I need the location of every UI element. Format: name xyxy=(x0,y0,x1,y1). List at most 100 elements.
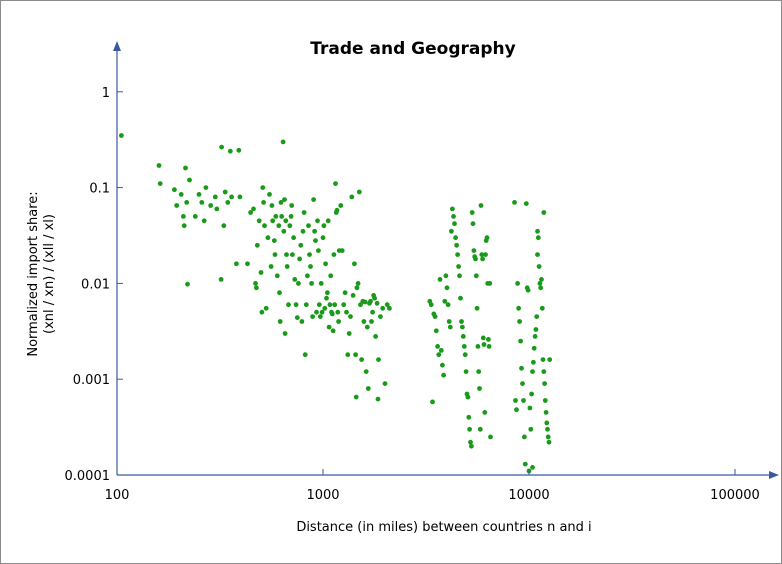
y-tick-label: 0.001 xyxy=(73,373,110,388)
data-point xyxy=(533,327,539,332)
data-point xyxy=(478,203,484,208)
data-point xyxy=(313,238,318,244)
data-point xyxy=(288,214,294,219)
data-point xyxy=(470,221,476,227)
data-point xyxy=(324,295,329,301)
data-point xyxy=(307,252,312,257)
data-point xyxy=(535,228,540,234)
data-point xyxy=(322,305,328,311)
data-point xyxy=(364,324,370,330)
y-tick-label: 0.1 xyxy=(89,182,110,197)
data-point xyxy=(428,302,434,308)
data-point xyxy=(326,324,332,330)
data-point xyxy=(214,206,220,212)
data-point xyxy=(480,335,486,341)
data-point xyxy=(438,348,444,353)
data-point xyxy=(451,214,456,219)
data-point xyxy=(282,331,288,336)
chart-title: Trade and Geography xyxy=(310,39,515,59)
data-point xyxy=(513,398,518,403)
data-point xyxy=(518,338,523,344)
data-point xyxy=(181,223,187,229)
data-point xyxy=(336,319,341,324)
data-point xyxy=(287,223,293,229)
data-point xyxy=(309,281,314,286)
data-point xyxy=(460,334,466,339)
data-point xyxy=(174,203,180,208)
data-point xyxy=(370,309,375,315)
y-ticks: 0.0001 0.001 0.01 0.1 1 xyxy=(65,86,123,484)
data-point xyxy=(342,290,348,296)
data-point xyxy=(353,352,358,358)
data-point xyxy=(471,248,477,254)
data-point xyxy=(361,319,367,324)
data-point xyxy=(319,309,325,315)
data-point xyxy=(227,148,233,154)
data-point xyxy=(157,181,163,187)
data-point xyxy=(514,407,519,413)
data-point xyxy=(274,273,280,279)
data-point xyxy=(263,305,269,311)
data-point xyxy=(474,305,480,311)
data-point xyxy=(374,300,380,306)
data-point xyxy=(483,252,488,257)
data-point xyxy=(440,362,445,368)
data-point xyxy=(310,314,315,319)
data-point xyxy=(450,206,455,212)
data-point xyxy=(282,197,287,203)
data-point xyxy=(468,439,473,445)
data-point xyxy=(346,331,352,336)
data-point xyxy=(222,189,228,195)
data-point xyxy=(380,305,386,311)
data-point xyxy=(446,319,452,324)
data-point xyxy=(528,426,534,432)
data-point xyxy=(236,147,242,153)
data-point xyxy=(457,273,462,279)
x-tick-label: 1000 xyxy=(306,488,339,503)
data-point xyxy=(219,144,225,150)
data-point xyxy=(512,200,517,205)
data-point xyxy=(203,185,209,191)
data-point xyxy=(362,299,368,305)
data-point xyxy=(258,270,264,275)
data-point xyxy=(441,372,446,378)
data-point xyxy=(330,328,336,334)
data-point xyxy=(522,461,528,467)
data-point xyxy=(208,203,214,208)
data-point xyxy=(459,319,464,324)
data-point xyxy=(352,261,357,267)
data-point xyxy=(300,228,306,234)
data-point xyxy=(522,434,527,440)
data-point xyxy=(537,281,543,286)
data-point xyxy=(543,410,549,415)
data-point xyxy=(317,314,323,319)
data-point xyxy=(277,290,282,296)
data-point xyxy=(331,252,337,257)
data-point xyxy=(303,302,309,308)
data-point xyxy=(535,235,541,241)
data-point xyxy=(308,264,313,269)
data-point xyxy=(325,290,330,296)
data-point xyxy=(178,192,184,197)
data-point xyxy=(316,302,322,308)
data-point xyxy=(354,285,360,291)
data-point xyxy=(267,192,272,197)
data-point xyxy=(368,298,373,304)
data-point xyxy=(452,221,457,227)
data-point xyxy=(465,394,471,400)
data-point xyxy=(283,218,289,224)
data-point xyxy=(262,223,267,229)
data-point xyxy=(312,228,317,234)
data-point xyxy=(273,214,279,219)
data-point xyxy=(290,252,295,257)
data-point xyxy=(318,281,324,286)
data-point xyxy=(271,238,277,244)
data-point xyxy=(546,439,552,445)
data-point xyxy=(436,352,442,358)
data-point xyxy=(363,369,369,374)
x-tick-label: 100000 xyxy=(710,488,760,503)
data-point xyxy=(532,334,538,339)
data-point xyxy=(278,200,284,205)
data-point xyxy=(350,293,356,298)
